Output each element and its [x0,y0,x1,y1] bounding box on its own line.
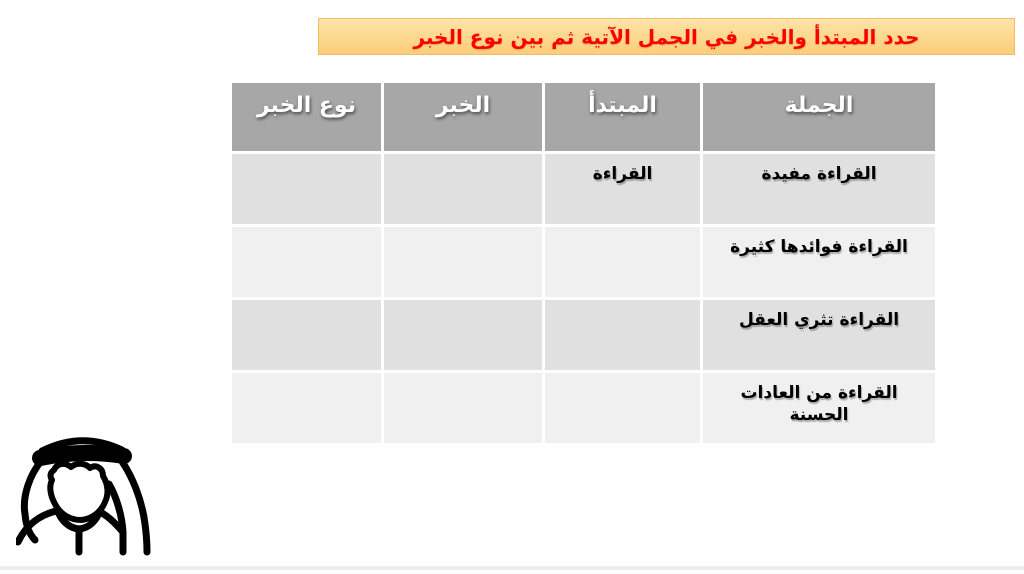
sentence-text: القراءة مفيدة [761,164,877,184]
cell-sentence: القراءة فوائدها كثيرة [703,227,935,297]
column-header-mubtada: المبتدأ [545,83,700,151]
cell-mubtada [545,227,700,297]
column-header-khabar: الخبر [384,83,542,151]
cell-khabar [384,154,542,224]
cell-sentence: القراءة من العادات الحسنة [703,373,935,443]
table-row: القراءة فوائدها كثيرة [232,227,935,297]
sentence-text: القراءة تثري العقل [738,310,900,330]
cell-sentence: القراءة مفيدة [703,154,935,224]
sentence-text: القراءة فوائدها كثيرة [730,237,908,257]
column-header-sentence: الجملة [703,83,935,151]
cell-khabar-type [232,227,381,297]
cell-khabar-type [232,373,381,443]
title-banner: حدد المبتدأ والخبر في الجمل الآتية ثم بي… [318,18,1015,55]
cell-sentence: القراءة تثري العقل [703,300,935,370]
table-header-row: الجملة المبتدأ الخبر نوع الخبر [232,83,935,151]
table-row: القراءة من العادات الحسنة [232,373,935,443]
sentence-text: القراءة من العادات الحسنة [740,383,898,426]
cell-khabar [384,227,542,297]
table-row: القراءة مفيدة القراءة [232,154,935,224]
slide-title: حدد المبتدأ والخبر في الجمل الآتية ثم بي… [413,24,920,49]
cell-khabar-type [232,154,381,224]
person-keffiyeh-icon [14,434,168,556]
column-header-khabar-type: نوع الخبر [232,83,381,151]
cell-khabar-type [232,300,381,370]
cell-mubtada [545,373,700,443]
slide-edge-line [0,566,1024,570]
cell-mubtada: القراءة [545,154,700,224]
exercise-table: الجملة المبتدأ الخبر نوع الخبر القراءة م… [229,80,938,446]
cell-mubtada [545,300,700,370]
cell-khabar [384,300,542,370]
table-row: القراءة تثري العقل [232,300,935,370]
cell-khabar [384,373,542,443]
